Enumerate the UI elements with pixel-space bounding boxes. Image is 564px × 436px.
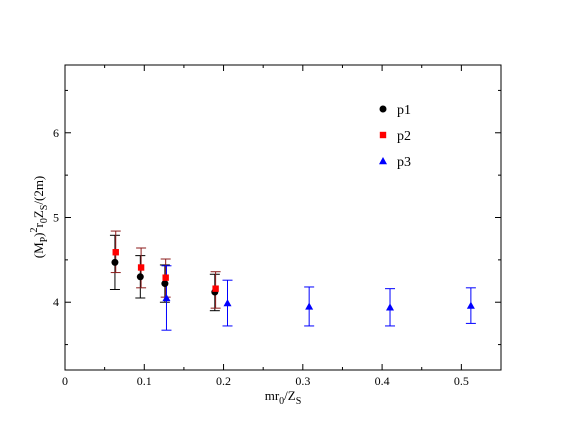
p2-point bbox=[112, 249, 119, 256]
data-markers bbox=[111, 249, 475, 311]
p1-point bbox=[136, 273, 144, 281]
p1-point bbox=[111, 258, 119, 266]
legend-label-p2: p2 bbox=[397, 129, 411, 144]
p3-point bbox=[386, 303, 395, 311]
p2-point bbox=[162, 274, 169, 281]
x-tick-label: 0.5 bbox=[454, 374, 469, 388]
y-tick-label: 6 bbox=[53, 126, 59, 140]
x-tick-label: 0.3 bbox=[295, 374, 310, 388]
x-tick-label: 0 bbox=[62, 374, 68, 388]
legend-label-p1: p1 bbox=[397, 103, 411, 118]
p2-point bbox=[137, 264, 145, 271]
x-axis-label: mr0/ZS bbox=[265, 388, 302, 407]
p3-point bbox=[466, 301, 475, 309]
x-tick-label: 0.2 bbox=[216, 374, 231, 388]
x-tick-label: 0.1 bbox=[137, 374, 152, 388]
p3-point bbox=[162, 293, 171, 302]
p3-point bbox=[305, 302, 314, 310]
legend-marker-p3 bbox=[379, 157, 387, 165]
p2-point bbox=[212, 285, 219, 292]
legend-label-p3: p3 bbox=[397, 155, 411, 170]
y-tick-label: 5 bbox=[53, 211, 59, 225]
x-tick-label: 0.4 bbox=[375, 374, 390, 388]
p1-point bbox=[161, 280, 169, 288]
legend-marker-p2 bbox=[379, 131, 387, 139]
axis-ticks: 0 0.1 0.2 0.3 0.4 0.5 4 5 6 bbox=[53, 65, 502, 388]
legend: p1 p2 p3 bbox=[379, 103, 411, 170]
y-axis-label: (MP)2r0ZS/(2m) bbox=[29, 176, 50, 259]
legend-marker-p1 bbox=[379, 105, 387, 113]
p3-point bbox=[223, 299, 232, 307]
y-tick-label: 4 bbox=[53, 295, 59, 309]
